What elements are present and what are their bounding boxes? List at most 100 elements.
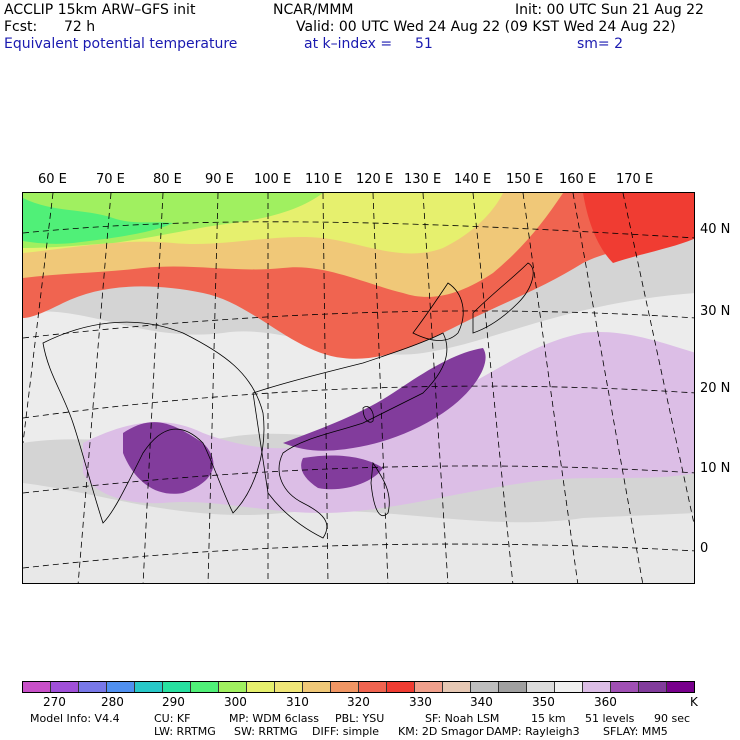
colorbar-swatch (499, 682, 527, 692)
footer-item: CU: KF (154, 712, 191, 725)
lat-line-20 (23, 385, 694, 419)
deep-red-zone (583, 193, 694, 263)
smoothing: sm= 2 (577, 36, 624, 52)
lat-label: 20 N (700, 381, 731, 396)
colorbar-label: 290 (162, 695, 185, 709)
bright-green-zone (23, 198, 173, 244)
colorbar-swatch (359, 682, 387, 692)
philippines-coastline (370, 461, 390, 516)
colorbar-swatch (583, 682, 611, 692)
colorbar-swatch (247, 682, 275, 692)
colorbar-swatch (667, 682, 694, 692)
colorbar-swatch (471, 682, 499, 692)
colorbar-swatch (331, 682, 359, 692)
lat-line-30 (23, 310, 694, 339)
colorbar-swatch (555, 682, 583, 692)
center-name: NCAR/MMM (273, 2, 354, 18)
footer-item: Model Info: V4.4 (30, 712, 120, 725)
colorbar-swatch (275, 682, 303, 692)
footer-item: SW: RRTMG (234, 725, 298, 738)
lat-label: 10 N (700, 461, 731, 476)
lon-label: 160 E (559, 172, 597, 187)
pale-band-south (23, 483, 694, 583)
lat-line-0 (23, 543, 694, 569)
graticule (23, 193, 694, 583)
footer-item: 15 km (531, 712, 566, 725)
colorbar-label: 310 (286, 695, 309, 709)
india-coastline (42, 321, 265, 524)
lon-label: 70 E (96, 172, 125, 187)
lat-label: 30 N (700, 304, 731, 319)
colorbar-swatch (611, 682, 639, 692)
init-time: Init: 00 UTC Sun 21 Aug 22 (515, 2, 704, 18)
colorbar-swatch (23, 682, 51, 692)
footer-item: 90 sec (654, 712, 691, 725)
lon-line (472, 193, 514, 583)
valid-time: Valid: 00 UTC Wed 24 Aug 22 (09 KST Wed … (296, 19, 676, 35)
level-value: 51 (415, 36, 433, 52)
colorbar-label: 300 (224, 695, 247, 709)
colorbar-swatch (135, 682, 163, 692)
colorbar-label: 320 (347, 695, 370, 709)
japan-coastline (472, 262, 534, 334)
colorbar (22, 681, 695, 693)
lon-line (207, 193, 219, 583)
map-panel (22, 192, 695, 584)
colorbar-swatch (163, 682, 191, 692)
footer-item: MP: WDM 6class (229, 712, 319, 725)
lon-line (522, 193, 579, 583)
colorbar-label: 340 (470, 695, 493, 709)
forecast-hours: 72 h (64, 19, 96, 35)
lon-line (23, 193, 54, 444)
lon-label: 80 E (153, 172, 182, 187)
field-name: Equivalent potential temperature (4, 36, 238, 52)
lon-line (622, 193, 694, 526)
lon-label: 90 E (205, 172, 234, 187)
purple-core-west-pacific (283, 348, 486, 451)
colorbar-swatch (639, 682, 667, 692)
forecast-label: Fcst: (4, 19, 38, 35)
lat-line-10 (23, 465, 694, 494)
colorbar-swatch (191, 682, 219, 692)
colorbar-swatch (443, 682, 471, 692)
footer-item: KM: 2D Smagor (398, 725, 484, 738)
lon-line (422, 193, 449, 583)
taiwan-coastline (362, 406, 374, 423)
lon-label: 140 E (454, 172, 492, 187)
lon-line (142, 193, 164, 583)
footer-item: SFLAY: MM5 (603, 725, 668, 738)
colorbar-swatch (527, 682, 555, 692)
colorbar-label: 270 (43, 695, 66, 709)
footer-item: SF: Noah LSM (425, 712, 500, 725)
lon-label: 170 E (616, 172, 654, 187)
colorbar-label: 360 (594, 695, 617, 709)
lon-line (77, 193, 112, 583)
lon-line (572, 193, 644, 583)
colorbar-label: 330 (409, 695, 432, 709)
colorbar-swatch (303, 682, 331, 692)
lat-label: 0 (700, 541, 709, 556)
colorbar-unit: K (690, 695, 698, 709)
lon-line (372, 193, 389, 583)
colorbar-swatch (51, 682, 79, 692)
lon-label: 60 E (38, 172, 67, 187)
purple-core-scs (301, 455, 383, 490)
footer-item: DAMP: Rayleigh3 (486, 725, 580, 738)
footer-item: PBL: YSU (335, 712, 385, 725)
footer-item: 51 levels (585, 712, 635, 725)
colorbar-swatch (79, 682, 107, 692)
lon-label: 100 E (254, 172, 292, 187)
theta-e-map (23, 193, 694, 583)
footer-item: DIFF: simple (312, 725, 380, 738)
colorbar-label: 280 (101, 695, 124, 709)
lon-label: 150 E (506, 172, 544, 187)
colorbar-swatch (219, 682, 247, 692)
colorbar-swatch (107, 682, 135, 692)
se-asia-coastline (252, 332, 448, 539)
lon-label: 110 E (305, 172, 343, 187)
lat-label: 40 N (700, 222, 731, 237)
korea-coastline (412, 282, 464, 341)
footer-item: LW: RRTMG (154, 725, 216, 738)
lon-line (322, 193, 329, 583)
purple-core-bay-of-bengal (123, 422, 214, 494)
